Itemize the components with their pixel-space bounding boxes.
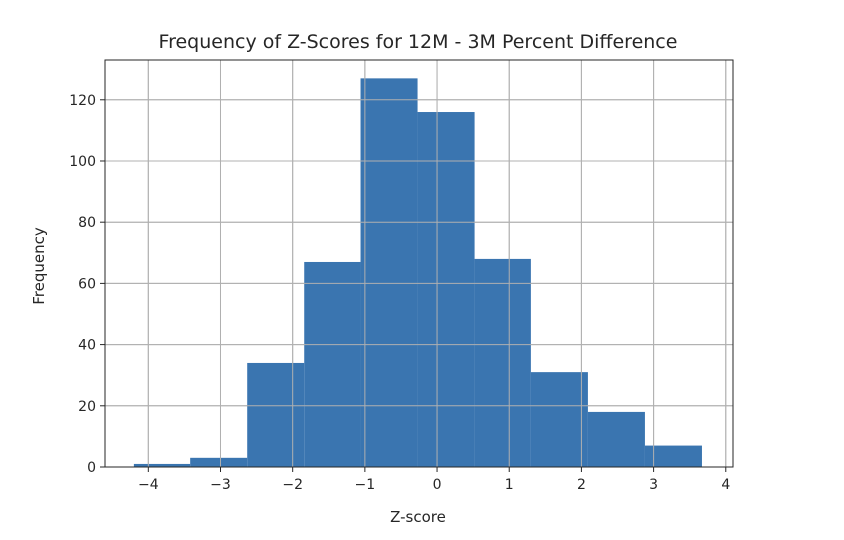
x-axis-ticks: −4 −3 −2 −1 0 1 2 3 4: [138, 467, 730, 493]
x-tick-label: 0: [433, 477, 442, 493]
histogram-bar: [474, 258, 531, 467]
x-tick-label: 4: [721, 477, 730, 493]
histogram-bar: [530, 372, 588, 467]
histogram-bar: [644, 445, 702, 467]
y-axis-label: Frequency: [30, 227, 48, 305]
y-tick-label: 100: [69, 154, 96, 170]
y-tick-label: 20: [78, 399, 96, 415]
y-tick-label: 40: [78, 338, 96, 354]
y-tick-label: 60: [78, 276, 96, 292]
histogram-bar: [190, 457, 248, 467]
x-tick-label: 1: [505, 477, 514, 493]
histogram-bar: [133, 463, 191, 467]
x-tick-label: 3: [649, 477, 658, 493]
grid-lines-overlay: [105, 60, 733, 468]
x-axis-label: Z-score: [390, 508, 446, 526]
y-axis-ticks: 0 20 40 60 80 100 120: [69, 93, 105, 476]
x-tick-label: −2: [282, 477, 303, 493]
y-tick-label: 80: [78, 215, 96, 231]
histogram-bars: [133, 78, 702, 467]
plot-frame: [104, 59, 734, 468]
x-tick-label: −3: [210, 477, 231, 493]
chart-title: Frequency of Z-Scores for 12M - 3M Perce…: [159, 31, 678, 53]
histogram-bar: [247, 362, 305, 467]
histogram-bar: [417, 112, 475, 467]
x-tick-label: 2: [577, 477, 586, 493]
histogram-bar: [587, 411, 645, 467]
y-tick-label: 0: [87, 460, 96, 476]
histogram-bar: [304, 261, 361, 467]
y-tick-label: 120: [69, 93, 96, 109]
histogram-bar: [360, 78, 418, 467]
x-tick-label: −4: [138, 477, 159, 493]
x-tick-label: −1: [355, 477, 376, 493]
